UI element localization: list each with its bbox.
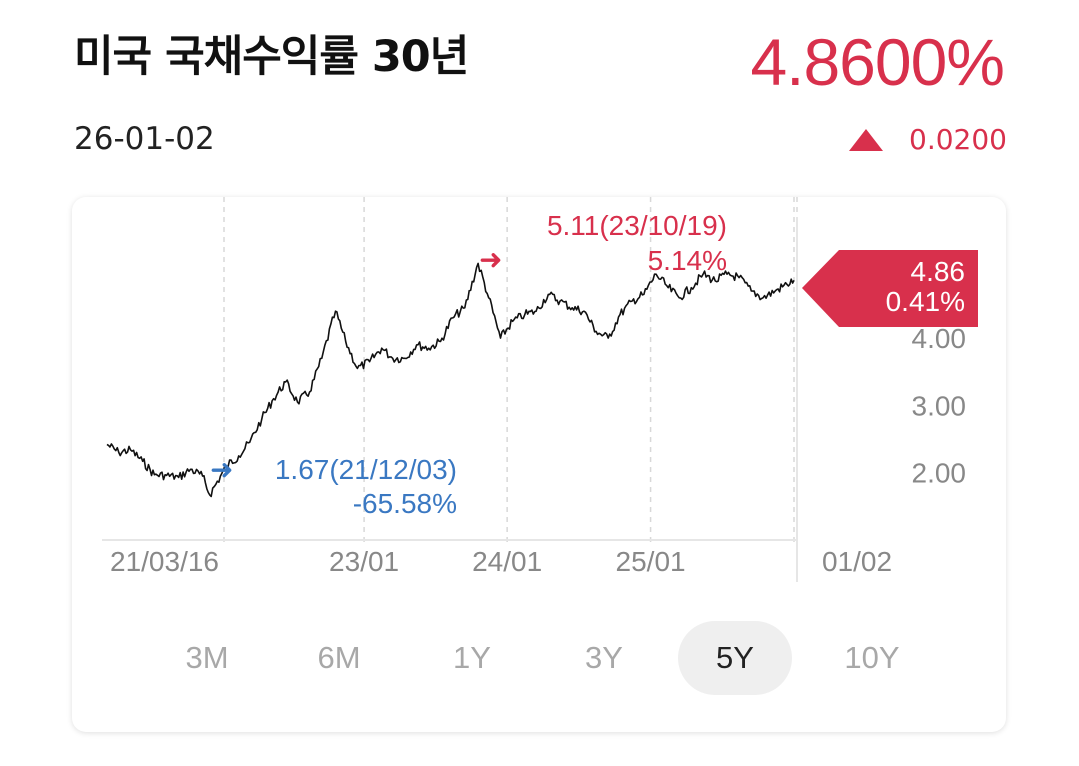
low-arrow-icon: ➜: [210, 454, 233, 485]
x-tick-label: 23/01: [329, 546, 399, 577]
chart-card: 21/03/16 23/01 24/01 25/01 01/02 4.00 3.00 2.0…: [72, 197, 1006, 732]
low-annotation: ➜ 1.67(21/12/03) -65.58%: [210, 454, 457, 519]
x-tick-label: 01/02: [822, 546, 892, 577]
period-button-5y[interactable]: 5Y: [678, 621, 792, 695]
low-annotation-pct: -65.58%: [353, 488, 457, 519]
y-tick-label: 2.00: [912, 458, 967, 489]
low-annotation-label: 1.67(21/12/03): [275, 454, 457, 485]
y-tick-label: 3.00: [912, 390, 967, 421]
period-button-3m[interactable]: 3M: [185, 640, 229, 675]
current-price-tag-shape: [802, 250, 978, 327]
price-change-value: 0.0200: [909, 123, 1007, 156]
period-button-1y[interactable]: 1Y: [453, 640, 491, 675]
price-value: 4.8600%: [750, 25, 1005, 99]
page-title: 미국 국채수익률 30년: [74, 32, 469, 82]
series-line: [106, 262, 795, 498]
period-button-6m[interactable]: 6M: [317, 640, 361, 675]
high-arrow-icon: ➜: [479, 244, 502, 275]
period-selector: 3M 6M 1Y 3Y 5Y 10Y: [72, 621, 1006, 697]
y-tick-label: 4.00: [912, 323, 967, 354]
y-tick-labels: 4.00 3.00 2.00: [912, 323, 967, 489]
quote-date: 26-01-02: [74, 121, 215, 157]
up-triangle-icon: [849, 128, 884, 151]
line-chart[interactable]: 21/03/16 23/01 24/01 25/01 01/02 4.00 3.00 2.0…: [72, 197, 1006, 627]
x-tick-label: 24/01: [472, 546, 542, 577]
current-price-value: 4.86: [911, 256, 966, 287]
high-annotation: ➜ 5.11(23/10/19) 5.14%: [479, 210, 727, 276]
x-tick-label: 21/03/16: [110, 546, 219, 577]
high-annotation-label: 5.11(23/10/19): [547, 210, 727, 241]
x-tick-label: 25/01: [616, 546, 686, 577]
x-tick-labels: 21/03/16 23/01 24/01 25/01 01/02: [110, 546, 892, 577]
price-change: 0.0200: [849, 123, 1007, 156]
period-button-3y[interactable]: 3Y: [585, 640, 623, 675]
high-annotation-pct: 5.14%: [648, 245, 727, 276]
period-button-10y[interactable]: 10Y: [844, 640, 900, 675]
series-layer: [106, 262, 795, 498]
current-price-pct: 0.41%: [886, 286, 965, 317]
current-price-tag: 4.86 0.41%: [802, 250, 978, 327]
